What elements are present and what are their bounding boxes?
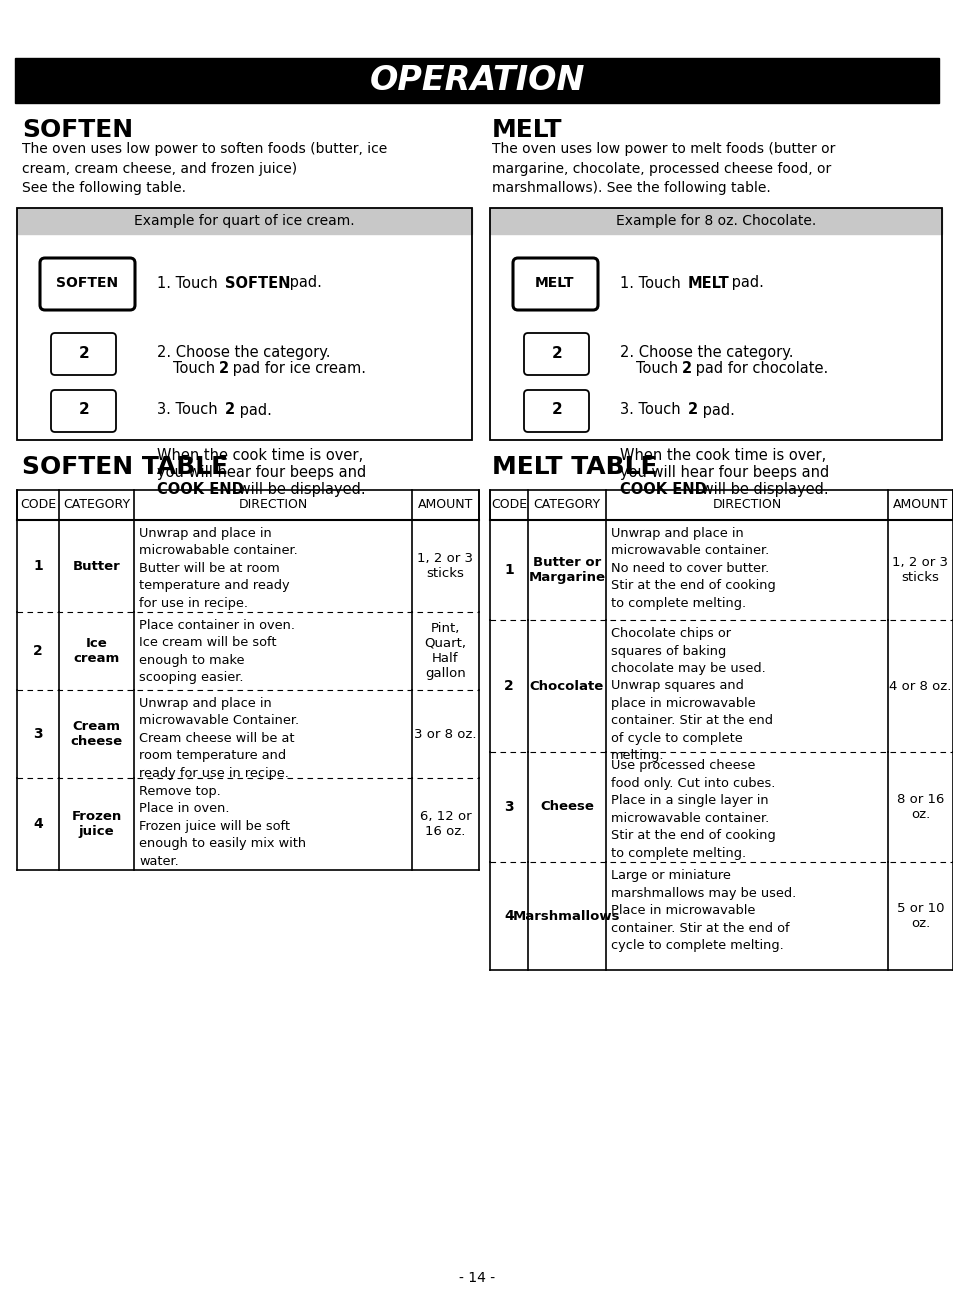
Text: you will hear four beeps and: you will hear four beeps and: [157, 465, 366, 480]
Text: 1, 2 or 3
sticks: 1, 2 or 3 sticks: [417, 552, 473, 580]
Text: Cheese: Cheese: [539, 800, 594, 813]
FancyBboxPatch shape: [513, 257, 598, 310]
Text: COOK END: COOK END: [157, 482, 244, 497]
Text: pad for ice cream.: pad for ice cream.: [228, 361, 366, 376]
Text: 3 or 8 oz.: 3 or 8 oz.: [414, 728, 476, 741]
Bar: [17, 208, 472, 234]
Text: Unwrap and place in
microwavable Container.
Cream cheese will be at
room tempera: Unwrap and place in microwavable Contain…: [139, 697, 299, 780]
Text: 1: 1: [503, 563, 514, 576]
FancyBboxPatch shape: [51, 389, 116, 433]
Text: CODE: CODE: [20, 498, 56, 511]
Text: Unwrap and place in
microwabable container.
Butter will be at room
temperature a: Unwrap and place in microwabable contain…: [139, 527, 297, 610]
Text: 4 or 8 oz.: 4 or 8 oz.: [888, 680, 951, 693]
Text: Large or miniature
marshmallows may be used.
Place in microwavable
container. St: Large or miniature marshmallows may be u…: [610, 869, 796, 951]
Text: SOFTEN TABLE: SOFTEN TABLE: [22, 455, 228, 478]
Text: 2: 2: [687, 403, 698, 417]
Text: Chocolate chips or
squares of baking
chocolate may be used.
Unwrap squares and
p: Chocolate chips or squares of baking cho…: [610, 627, 772, 762]
Text: 2. Choose the category.: 2. Choose the category.: [157, 345, 330, 359]
Text: pad.: pad.: [726, 276, 763, 290]
Text: COOK END: COOK END: [619, 482, 706, 497]
FancyBboxPatch shape: [51, 333, 116, 375]
Text: pad.: pad.: [285, 276, 321, 290]
Text: Marshmallows: Marshmallows: [513, 910, 620, 923]
Text: 2: 2: [681, 361, 691, 376]
Text: 2: 2: [503, 680, 514, 693]
Text: AMOUNT: AMOUNT: [417, 498, 473, 511]
Text: Example for 8 oz. Chocolate.: Example for 8 oz. Chocolate.: [616, 214, 815, 227]
Text: MELT: MELT: [687, 276, 729, 290]
Text: 4: 4: [503, 908, 514, 923]
Text: pad.: pad.: [698, 403, 734, 417]
Text: 2: 2: [225, 403, 234, 417]
Text: Butter or
Margarine: Butter or Margarine: [528, 555, 605, 584]
Text: 5 or 10
oz.: 5 or 10 oz.: [896, 902, 943, 931]
FancyBboxPatch shape: [523, 333, 588, 375]
Text: will be displayed.: will be displayed.: [697, 482, 828, 497]
Bar: [490, 208, 941, 234]
Text: CODE: CODE: [491, 498, 526, 511]
Text: Example for quart of ice cream.: Example for quart of ice cream.: [134, 214, 355, 227]
Text: - 14 -: - 14 -: [458, 1270, 495, 1285]
Text: MELT TABLE: MELT TABLE: [492, 455, 657, 478]
Text: OPERATION: OPERATION: [369, 64, 584, 97]
Bar: [490, 208, 941, 440]
Text: pad for chocolate.: pad for chocolate.: [690, 361, 827, 376]
Bar: [17, 208, 472, 440]
Text: Unwrap and place in
microwavable container.
No need to cover butter.
Stir at the: Unwrap and place in microwavable contain…: [610, 527, 775, 610]
Text: 2: 2: [78, 403, 90, 417]
Text: 4: 4: [33, 817, 43, 831]
Text: MELT: MELT: [492, 118, 562, 142]
Text: 3. Touch: 3. Touch: [619, 403, 684, 417]
Text: When the cook time is over,: When the cook time is over,: [157, 448, 363, 463]
Text: MELT: MELT: [535, 276, 574, 290]
Text: 1. Touch: 1. Touch: [157, 276, 222, 290]
Text: CATEGORY: CATEGORY: [533, 498, 600, 511]
Text: Touch: Touch: [172, 361, 219, 376]
Text: 2: 2: [551, 403, 561, 417]
Text: Place container in oven.
Ice cream will be soft
enough to make
scooping easier.: Place container in oven. Ice cream will …: [139, 620, 294, 685]
FancyBboxPatch shape: [523, 389, 588, 433]
Text: SOFTEN: SOFTEN: [225, 276, 291, 290]
Text: The oven uses low power to melt foods (butter or
margarine, chocolate, processed: The oven uses low power to melt foods (b…: [492, 142, 835, 195]
Text: 3: 3: [503, 800, 514, 814]
Text: 2: 2: [551, 345, 561, 361]
Text: Cream
cheese: Cream cheese: [71, 720, 122, 748]
Text: CATEGORY: CATEGORY: [63, 498, 130, 511]
Text: 3. Touch: 3. Touch: [157, 403, 222, 417]
Bar: [15, 58, 938, 103]
Text: Remove top.
Place in oven.
Frozen juice will be soft
enough to easily mix with
w: Remove top. Place in oven. Frozen juice …: [139, 786, 306, 868]
Text: When the cook time is over,: When the cook time is over,: [619, 448, 825, 463]
Text: 2: 2: [219, 361, 229, 376]
Text: pad.: pad.: [234, 403, 272, 417]
Text: will be displayed.: will be displayed.: [233, 482, 365, 497]
Text: 1. Touch: 1. Touch: [619, 276, 684, 290]
Text: AMOUNT: AMOUNT: [892, 498, 947, 511]
Text: The oven uses low power to soften foods (butter, ice
cream, cream cheese, and fr: The oven uses low power to soften foods …: [22, 142, 387, 195]
Text: Ice
cream: Ice cream: [73, 637, 119, 665]
Text: Pint,
Quart,
Half
gallon: Pint, Quart, Half gallon: [424, 622, 466, 680]
Text: 6, 12 or
16 oz.: 6, 12 or 16 oz.: [419, 810, 471, 838]
FancyBboxPatch shape: [40, 257, 135, 310]
Bar: [17, 490, 478, 520]
Text: Butter: Butter: [72, 559, 120, 572]
Text: 2: 2: [33, 644, 43, 657]
Text: 2: 2: [78, 345, 90, 361]
Text: you will hear four beeps and: you will hear four beeps and: [619, 465, 828, 480]
Text: SOFTEN: SOFTEN: [56, 276, 118, 290]
Text: 2. Choose the category.: 2. Choose the category.: [619, 345, 793, 359]
Text: Chocolate: Chocolate: [529, 680, 603, 693]
Text: Use processed cheese
food only. Cut into cubes.
Place in a single layer in
micro: Use processed cheese food only. Cut into…: [610, 759, 775, 860]
Bar: [490, 490, 952, 520]
Text: 1, 2 or 3
sticks: 1, 2 or 3 sticks: [892, 555, 947, 584]
Text: Frozen
juice: Frozen juice: [71, 810, 121, 838]
Text: DIRECTION: DIRECTION: [712, 498, 781, 511]
Text: Touch: Touch: [636, 361, 682, 376]
Text: 3: 3: [33, 727, 43, 741]
Text: DIRECTION: DIRECTION: [238, 498, 307, 511]
Text: SOFTEN: SOFTEN: [22, 118, 133, 142]
Text: 1: 1: [33, 559, 43, 572]
Text: 8 or 16
oz.: 8 or 16 oz.: [896, 793, 943, 821]
